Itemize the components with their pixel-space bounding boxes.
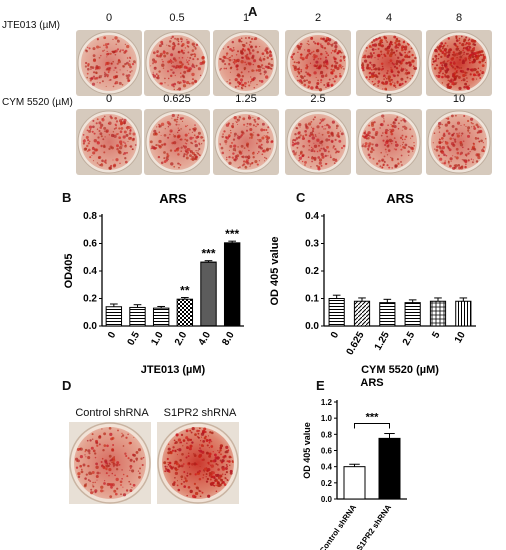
culture-well: [285, 109, 351, 175]
bar: [455, 300, 472, 327]
concentration-label: 0: [105, 93, 113, 105]
y-tick-label: 0.0: [305, 321, 319, 332]
bar: [378, 437, 401, 500]
chart-title: ARS: [159, 191, 187, 206]
panel-c-letter: C: [296, 190, 306, 205]
bar: [176, 298, 194, 327]
y-tick-label: 1.0: [321, 414, 333, 423]
y-tick-label: 0.2: [305, 266, 319, 277]
bar: [152, 307, 170, 327]
x-tick-label: 1.0: [149, 330, 166, 348]
culture-well: [76, 30, 142, 96]
y-tick-label: 0.4: [83, 266, 97, 277]
bar: [200, 261, 217, 327]
y-tick-label: 0.6: [321, 447, 333, 456]
bar: [353, 300, 371, 327]
culture-well: [426, 30, 492, 96]
bar: [105, 306, 123, 327]
x-axis-label: CYM 5520 (µM): [361, 364, 439, 376]
x-tick-label: S1PR2 shRNA: [355, 503, 394, 550]
y-axis-label: OD 405 value: [302, 422, 312, 479]
jte013-row-label: JTE013 (µM): [2, 20, 60, 31]
concentration-label: 1.25: [235, 93, 257, 105]
culture-well: [356, 109, 422, 175]
chart-e: ARS 0.0 0.2 0.4 0.6 0.8 1.0 1.2 OD 405 value Cont…: [302, 377, 407, 550]
bar: [328, 298, 345, 327]
panel-a-letter: A: [248, 4, 258, 19]
x-tick-label: 1.25: [373, 330, 392, 353]
culture-well: [144, 30, 210, 96]
bar: [429, 300, 447, 327]
s1pr2-shrna-label: S1PR2 shRNA: [163, 407, 237, 419]
y-tick-label: 0.0: [321, 495, 333, 504]
control-shrna-label: Control shRNA: [75, 407, 149, 419]
y-tick-label: 0.1: [305, 294, 319, 305]
significance-label: ***: [201, 247, 215, 261]
x-tick-label: 10: [453, 330, 468, 346]
significance-bracket: [354, 423, 390, 429]
chart-b: ARS 0.0 0.2 0.4 0.6 0.8 OD405 0 0.5 1.0 ** 2.0 *** 4.…: [63, 191, 244, 376]
bar: [379, 302, 396, 327]
x-tick-label: 8.0: [220, 330, 237, 348]
x-tick-label: 4.0: [197, 330, 214, 348]
bar: [404, 302, 421, 327]
x-tick-label: Control shRNA: [318, 503, 358, 550]
culture-well: [356, 30, 422, 96]
y-tick-label: 0.4: [305, 211, 319, 222]
y-axis-label: OD 405 value: [269, 236, 281, 305]
concentration-label: 4: [385, 12, 393, 24]
chart-title: ARS: [360, 377, 383, 389]
culture-well: [76, 109, 142, 175]
concentration-label: 0: [105, 12, 113, 24]
y-tick-label: 0.8: [321, 430, 333, 439]
concentration-label: 2: [314, 12, 322, 24]
x-tick-label: 0: [329, 330, 342, 341]
y-tick-label: 0.0: [83, 321, 97, 332]
significance-label: ***: [225, 227, 239, 241]
y-tick-label: 0.2: [83, 294, 97, 305]
x-tick-label: 2.5: [401, 330, 418, 348]
concentration-label: 1: [242, 12, 250, 24]
concentration-label: 0.625: [163, 93, 191, 105]
bar: [223, 242, 241, 327]
control-shrna-well: [69, 422, 151, 504]
y-tick-label: 0.8: [83, 211, 97, 222]
culture-well: [213, 30, 279, 96]
x-tick-label: 2.0: [173, 330, 190, 348]
bar: [343, 466, 366, 500]
culture-well: [426, 109, 492, 175]
chart-c: ARS 0.0 0.1 0.2 0.3 0.4 OD 405 value 0 0.625 1.25…: [269, 191, 476, 376]
chart-title: ARS: [386, 191, 414, 206]
bar: [129, 306, 146, 327]
panel-b-letter: B: [62, 190, 72, 205]
y-tick-label: 0.2: [321, 479, 333, 488]
culture-well: [144, 109, 210, 175]
x-tick-label: 0: [106, 330, 119, 341]
y-axis-label: OD405: [63, 254, 75, 289]
significance-label: **: [180, 284, 190, 298]
concentration-label: 5: [385, 93, 393, 105]
panel-d-letter: D: [62, 378, 72, 393]
panel-e-letter: E: [316, 378, 325, 393]
concentration-label: 10: [452, 93, 466, 105]
x-axis-label: JTE013 (µM): [141, 364, 206, 376]
y-tick-label: 0.6: [83, 239, 97, 250]
culture-well: [285, 30, 351, 96]
x-tick-label: 0.5: [126, 330, 143, 348]
y-tick-label: 0.3: [305, 239, 319, 250]
s1pr2-shrna-well: [157, 422, 239, 504]
significance-label: ***: [366, 412, 380, 424]
x-tick-label: 5: [430, 330, 443, 341]
concentration-label: 0.5: [169, 12, 185, 24]
concentration-label: 2.5: [310, 93, 326, 105]
culture-well: [213, 109, 279, 175]
y-tick-label: 1.2: [321, 398, 333, 407]
y-tick-label: 0.4: [321, 463, 333, 472]
concentration-label: 8: [455, 12, 463, 24]
cym5520-row-label: CYM 5520 (µM): [2, 97, 73, 108]
x-tick-label: 0.625: [345, 330, 367, 358]
